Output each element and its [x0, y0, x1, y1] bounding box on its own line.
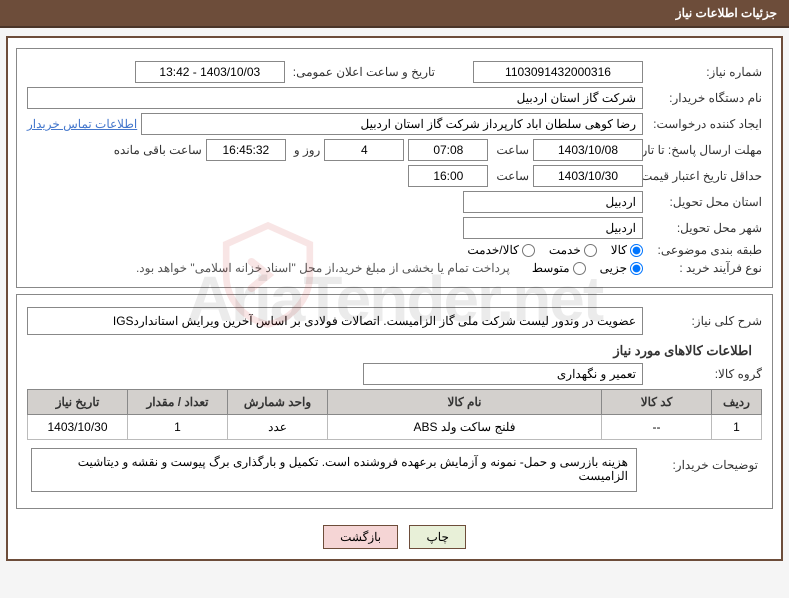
- validity-label: حداقل تاریخ اعتبار قیمت: تا تاریخ:: [647, 169, 762, 183]
- cat-service-option[interactable]: خدمت: [549, 243, 597, 257]
- announce-input[interactable]: [135, 61, 285, 83]
- cat-service-label: خدمت: [549, 243, 581, 257]
- cat-service-radio[interactable]: [584, 244, 597, 257]
- time-label-2: ساعت: [492, 169, 529, 183]
- print-button[interactable]: چاپ: [409, 525, 465, 549]
- cell-row: 1: [712, 415, 762, 440]
- goods-group-label: گروه کالا:: [647, 367, 762, 381]
- content-panel: شماره نیاز: تاریخ و ساعت اعلان عمومی: نا…: [6, 36, 783, 561]
- validity-time-input[interactable]: [408, 165, 488, 187]
- goods-info-title: اطلاعات کالاهای مورد نیاز: [27, 343, 752, 359]
- deadline-time-input[interactable]: [408, 139, 488, 161]
- proc-partial-radio[interactable]: [630, 262, 643, 275]
- time-label-1: ساعت: [492, 143, 529, 157]
- cat-both-option[interactable]: کالا/خدمت: [467, 243, 534, 257]
- requester-label: ایجاد کننده درخواست:: [647, 117, 762, 131]
- days-and-label: روز و: [290, 143, 321, 157]
- buyer-notes-box: هزینه بازرسی و حمل- نمونه و آزمایش برعهد…: [31, 448, 637, 492]
- category-radio-group: کالا خدمت کالا/خدمت: [467, 243, 643, 257]
- buyer-org-label: نام دستگاه خریدار:: [647, 91, 762, 105]
- general-desc-input[interactable]: [27, 307, 643, 335]
- proc-partial-option[interactable]: جزیی: [600, 261, 643, 275]
- page-header: جزئیات اطلاعات نیاز: [0, 0, 789, 28]
- buyer-notes-label: توضیحات خریدار:: [643, 448, 758, 472]
- province-input[interactable]: [463, 191, 643, 213]
- cat-both-radio[interactable]: [522, 244, 535, 257]
- proc-medium-radio[interactable]: [573, 262, 586, 275]
- validity-date-input[interactable]: [533, 165, 643, 187]
- th-unit: واحد شمارش: [228, 390, 328, 415]
- city-label: شهر محل تحویل:: [647, 221, 762, 235]
- description-fieldset: شرح کلی نیاز: اطلاعات کالاهای مورد نیاز …: [16, 294, 773, 509]
- th-row: ردیف: [712, 390, 762, 415]
- cell-unit: عدد: [228, 415, 328, 440]
- page-title: جزئیات اطلاعات نیاز: [676, 6, 777, 20]
- city-input[interactable]: [463, 217, 643, 239]
- process-note: پرداخت تمام یا بخشی از مبلغ خرید،از محل …: [136, 261, 510, 275]
- cell-date: 1403/10/30: [28, 415, 128, 440]
- cat-goods-radio[interactable]: [630, 244, 643, 257]
- goods-group-input[interactable]: [363, 363, 643, 385]
- process-radio-group: جزیی متوسط: [532, 261, 643, 275]
- th-code: کد کالا: [602, 390, 712, 415]
- cat-goods-option[interactable]: کالا: [611, 243, 643, 257]
- button-row: چاپ بازگشت: [12, 515, 777, 555]
- need-no-label: شماره نیاز:: [647, 65, 762, 79]
- th-date: تاریخ نیاز: [28, 390, 128, 415]
- proc-medium-label: متوسط: [532, 261, 570, 275]
- general-desc-label: شرح کلی نیاز:: [647, 314, 762, 328]
- process-label: نوع فرآیند خرید :: [647, 261, 762, 275]
- requester-input[interactable]: [141, 113, 643, 135]
- province-label: استان محل تحویل:: [647, 195, 762, 209]
- cell-name: فلنج ساکت ولد ABS: [328, 415, 602, 440]
- proc-medium-option[interactable]: متوسط: [532, 261, 586, 275]
- th-qty: تعداد / مقدار: [128, 390, 228, 415]
- days-input[interactable]: [324, 139, 404, 161]
- back-button[interactable]: بازگشت: [323, 525, 398, 549]
- announce-label: تاریخ و ساعت اعلان عمومی:: [289, 65, 435, 79]
- table-header-row: ردیف کد کالا نام کالا واحد شمارش تعداد /…: [28, 390, 762, 415]
- cat-both-label: کالا/خدمت: [467, 243, 518, 257]
- need-no-input[interactable]: [473, 61, 643, 83]
- cat-goods-label: کالا: [611, 243, 627, 257]
- cell-qty: 1: [128, 415, 228, 440]
- countdown-input[interactable]: [206, 139, 286, 161]
- th-name: نام کالا: [328, 390, 602, 415]
- deadline-date-input[interactable]: [533, 139, 643, 161]
- category-label: طبقه بندی موضوعی:: [647, 243, 762, 257]
- remain-label: ساعت باقی مانده: [110, 143, 202, 157]
- request-fieldset: شماره نیاز: تاریخ و ساعت اعلان عمومی: نا…: [16, 48, 773, 288]
- cell-code: --: [602, 415, 712, 440]
- table-row: 1--فلنج ساکت ولد ABSعدد11403/10/30: [28, 415, 762, 440]
- buyer-contact-link[interactable]: اطلاعات تماس خریدار: [27, 117, 137, 131]
- deadline-send-label: مهلت ارسال پاسخ: تا تاریخ:: [647, 143, 762, 157]
- goods-table: ردیف کد کالا نام کالا واحد شمارش تعداد /…: [27, 389, 762, 440]
- buyer-org-input[interactable]: [27, 87, 643, 109]
- proc-partial-label: جزیی: [600, 261, 627, 275]
